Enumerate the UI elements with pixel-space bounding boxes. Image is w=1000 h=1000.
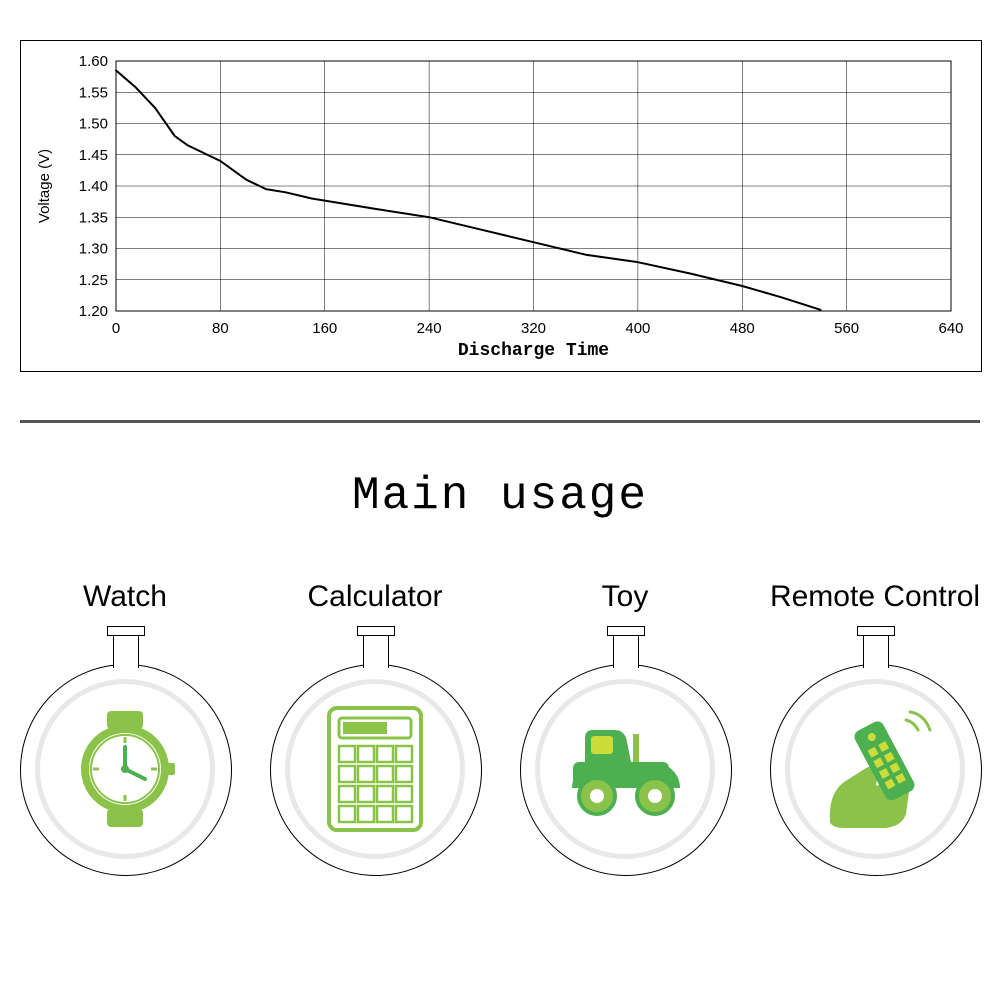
svg-text:560: 560 <box>834 320 859 337</box>
toy-icon <box>535 679 715 859</box>
discharge-line-chart: 1.20 1.25 1.30 1.35 1.40 1.45 1.50 1.55 1.60 0 80 1… <box>21 41 981 371</box>
usage-item-watch: Watch <box>10 580 240 906</box>
svg-text:1.40: 1.40 <box>79 178 108 195</box>
usage-label: Toy <box>510 580 740 614</box>
svg-text:480: 480 <box>730 320 755 337</box>
discharge-chart-container: 1.20 1.25 1.30 1.35 1.40 1.45 1.50 1.55 1.60 0 80 1… <box>20 40 982 372</box>
svg-text:0: 0 <box>112 320 120 337</box>
page: 1.20 1.25 1.30 1.35 1.40 1.45 1.50 1.55 1.60 0 80 1… <box>0 0 1000 1000</box>
usage-label: Watch <box>10 580 240 614</box>
svg-text:80: 80 <box>212 320 229 337</box>
svg-text:640: 640 <box>938 320 963 337</box>
flask-container <box>265 626 485 906</box>
svg-text:160: 160 <box>312 320 337 337</box>
svg-text:1.35: 1.35 <box>79 209 108 226</box>
svg-text:1.25: 1.25 <box>79 272 108 289</box>
svg-text:1.50: 1.50 <box>79 116 108 133</box>
svg-text:Discharge Time: Discharge Time <box>458 341 609 361</box>
flask-container <box>515 626 735 906</box>
usage-label: Calculator <box>260 580 490 614</box>
watch-icon <box>35 679 215 859</box>
main-usage-title: Main usage <box>0 470 1000 522</box>
usage-item-toy: Toy <box>510 580 740 906</box>
svg-text:Voltage (V): Voltage (V) <box>36 149 53 223</box>
svg-text:240: 240 <box>417 320 442 337</box>
remote-icon <box>785 679 965 859</box>
svg-text:1.55: 1.55 <box>79 84 108 101</box>
svg-text:1.45: 1.45 <box>79 147 108 164</box>
flask-container <box>765 626 985 906</box>
flask-container <box>15 626 235 906</box>
svg-text:1.30: 1.30 <box>79 241 108 258</box>
calculator-icon <box>285 679 465 859</box>
section-divider <box>20 420 980 423</box>
usage-row: Watch <box>0 580 1000 906</box>
svg-text:320: 320 <box>521 320 546 337</box>
usage-item-calculator: Calculator <box>260 580 490 906</box>
svg-text:1.20: 1.20 <box>79 303 108 320</box>
usage-item-remote: Remote Control <box>760 580 990 906</box>
usage-label: Remote Control <box>760 580 990 614</box>
svg-text:1.60: 1.60 <box>79 53 108 70</box>
svg-text:400: 400 <box>625 320 650 337</box>
